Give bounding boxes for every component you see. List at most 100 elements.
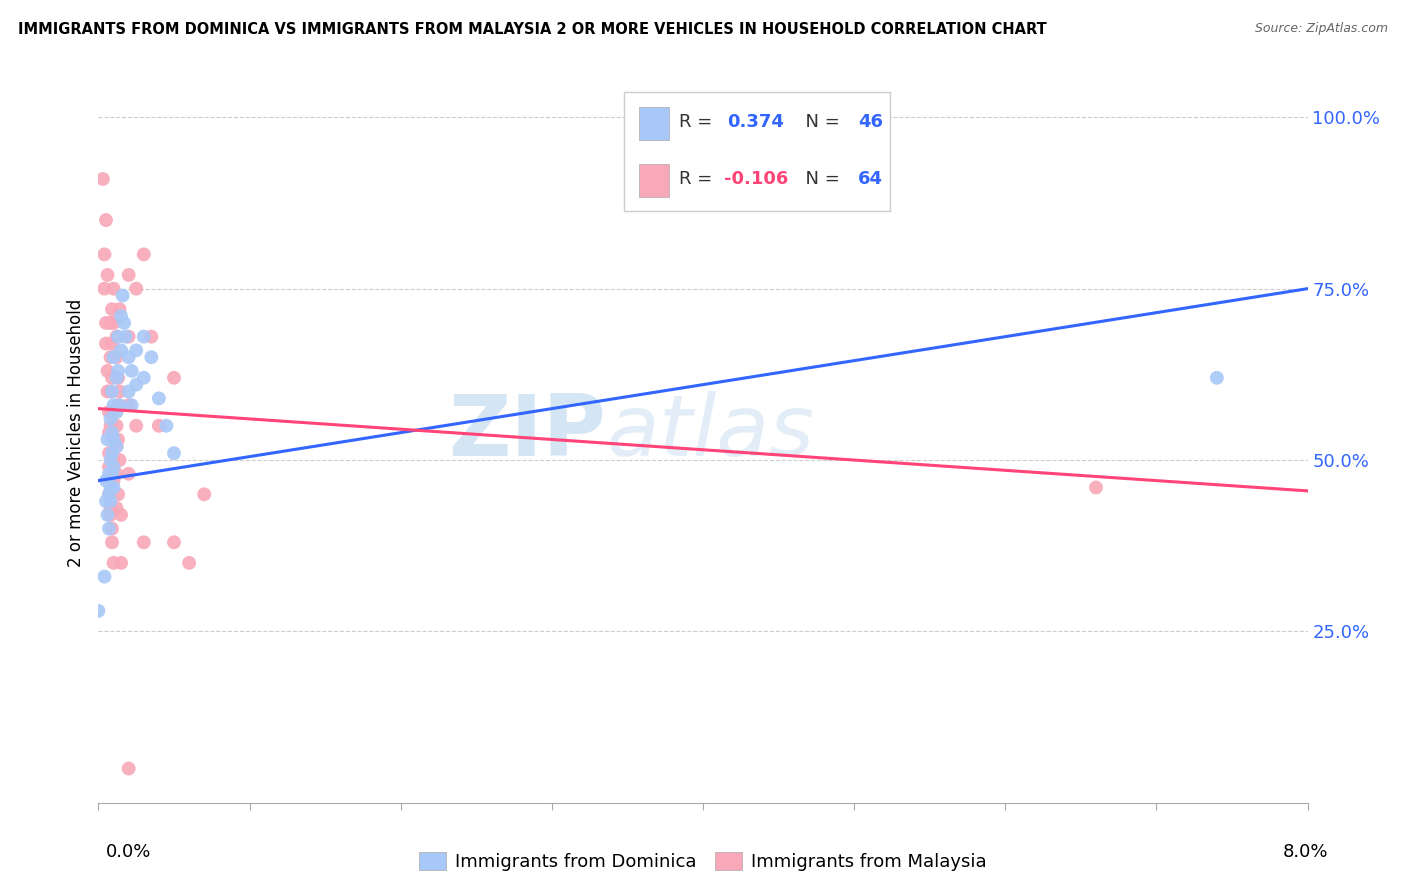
Point bbox=[100, 412, 122, 426]
Point bbox=[107, 329, 129, 343]
Point bbox=[103, 433, 125, 447]
Point bbox=[110, 309, 132, 323]
Point bbox=[118, 762, 141, 776]
Legend: Immigrants from Dominica, Immigrants from Malaysia: Immigrants from Dominica, Immigrants fro… bbox=[412, 846, 994, 879]
Point bbox=[112, 316, 135, 330]
Point bbox=[101, 302, 124, 317]
Point bbox=[118, 384, 141, 399]
Point bbox=[118, 329, 141, 343]
Point bbox=[107, 364, 129, 378]
Point bbox=[125, 343, 148, 358]
Point bbox=[105, 439, 128, 453]
Point bbox=[94, 213, 117, 227]
Point bbox=[103, 316, 125, 330]
Point bbox=[100, 480, 122, 494]
Point bbox=[107, 398, 129, 412]
Text: ZIP: ZIP bbox=[449, 391, 606, 475]
Point bbox=[98, 425, 121, 440]
Text: 8.0%: 8.0% bbox=[1284, 843, 1329, 861]
Point bbox=[98, 522, 121, 536]
Point bbox=[141, 329, 163, 343]
Point bbox=[105, 467, 128, 481]
Point bbox=[107, 371, 129, 385]
Point bbox=[101, 336, 124, 351]
Point bbox=[96, 364, 118, 378]
Point bbox=[110, 556, 132, 570]
Point bbox=[103, 453, 125, 467]
Point bbox=[105, 350, 128, 364]
Point bbox=[103, 474, 125, 488]
Point bbox=[121, 364, 143, 378]
Point bbox=[100, 316, 122, 330]
Point bbox=[132, 371, 155, 385]
Point bbox=[103, 282, 125, 296]
Point bbox=[101, 425, 124, 440]
Point bbox=[108, 384, 131, 399]
Point bbox=[103, 398, 125, 412]
Point bbox=[103, 480, 125, 494]
Point bbox=[91, 172, 114, 186]
Point bbox=[103, 459, 125, 474]
Text: Source: ZipAtlas.com: Source: ZipAtlas.com bbox=[1254, 22, 1388, 36]
Point bbox=[105, 418, 128, 433]
Point bbox=[105, 405, 128, 419]
Point bbox=[101, 384, 124, 399]
Point bbox=[100, 418, 122, 433]
Point bbox=[98, 446, 121, 460]
Point bbox=[94, 474, 117, 488]
Point bbox=[93, 569, 115, 583]
Point bbox=[121, 398, 143, 412]
Point bbox=[1206, 371, 1229, 385]
Point bbox=[98, 487, 121, 501]
Point bbox=[125, 418, 148, 433]
Point bbox=[103, 433, 125, 447]
FancyBboxPatch shape bbox=[638, 164, 669, 197]
Point bbox=[1085, 480, 1108, 494]
Point bbox=[94, 316, 117, 330]
Point bbox=[118, 398, 141, 412]
Point bbox=[163, 535, 186, 549]
Point bbox=[114, 329, 136, 343]
Text: 0.0%: 0.0% bbox=[105, 843, 150, 861]
Point bbox=[93, 282, 115, 296]
FancyBboxPatch shape bbox=[638, 107, 669, 140]
Point bbox=[96, 433, 118, 447]
Point bbox=[125, 377, 148, 392]
Text: N =: N = bbox=[793, 170, 845, 188]
Point bbox=[141, 350, 163, 364]
Point bbox=[101, 446, 124, 460]
Point bbox=[105, 439, 128, 453]
Text: N =: N = bbox=[793, 112, 845, 130]
Point bbox=[98, 487, 121, 501]
Point bbox=[132, 535, 155, 549]
Text: R =: R = bbox=[679, 112, 718, 130]
Point bbox=[111, 288, 134, 302]
Point bbox=[87, 604, 110, 618]
Point bbox=[108, 398, 131, 412]
Point bbox=[100, 494, 122, 508]
Point bbox=[103, 350, 125, 364]
Point bbox=[179, 556, 201, 570]
Point bbox=[118, 268, 141, 282]
Point bbox=[100, 501, 122, 516]
Point bbox=[100, 508, 122, 522]
Point bbox=[107, 487, 129, 501]
Point bbox=[103, 556, 125, 570]
Point bbox=[101, 371, 124, 385]
Point bbox=[101, 467, 124, 481]
Point bbox=[96, 268, 118, 282]
Point bbox=[98, 459, 121, 474]
Point bbox=[125, 282, 148, 296]
Point bbox=[105, 501, 128, 516]
Point bbox=[163, 371, 186, 385]
Point bbox=[105, 371, 128, 385]
Point bbox=[93, 247, 115, 261]
Text: 64: 64 bbox=[858, 170, 883, 188]
Point bbox=[100, 350, 122, 364]
Point bbox=[101, 535, 124, 549]
Y-axis label: 2 or more Vehicles in Household: 2 or more Vehicles in Household bbox=[66, 299, 84, 566]
Point bbox=[118, 467, 141, 481]
Point bbox=[98, 405, 121, 419]
Point bbox=[100, 453, 122, 467]
Text: -0.106: -0.106 bbox=[724, 170, 787, 188]
